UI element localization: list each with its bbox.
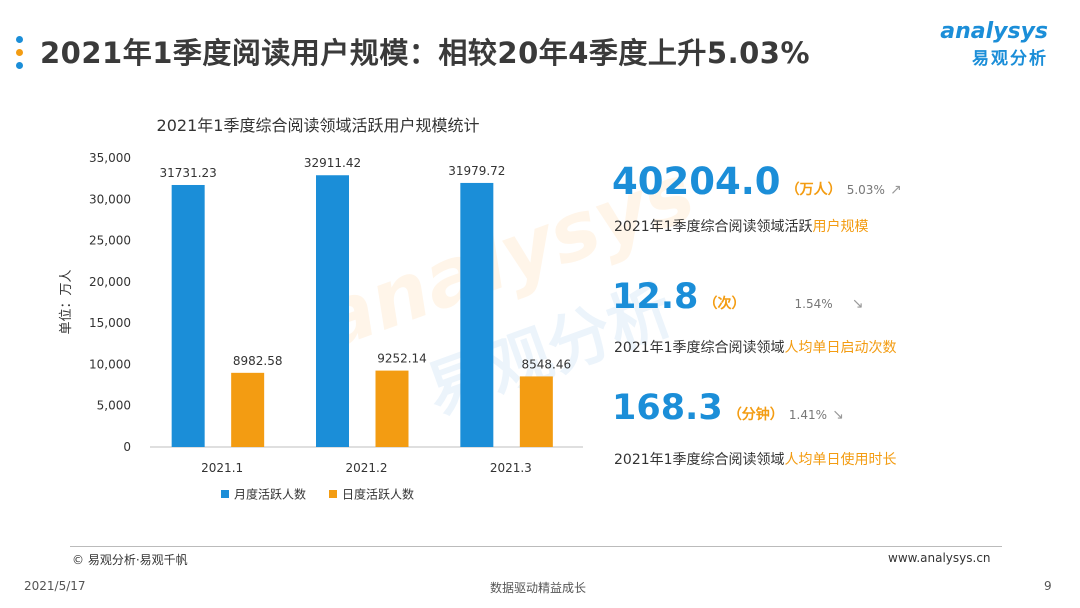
legend-label: 月度活跃人数 [234,487,306,502]
chart-title: 2021年1季度综合阅读领域活跃用户规模统计 [157,116,480,135]
stat-unit: （次） [703,296,746,312]
title-dot [16,62,23,69]
stat-desc-user-scale: 2021年1季度综合阅读领域活跃用户规模 [614,216,869,236]
stat-unit: （分钟） [727,407,784,423]
trend-up-icon: ↗ [889,182,902,198]
bar [375,370,409,447]
legend-swatch [329,490,337,498]
source-note: © 易观分析·易观千帆 [72,553,188,567]
x-tick-label: 2021.3 [490,461,532,475]
x-tick-label: 2021.1 [201,461,243,475]
y-tick-label: 0 [123,440,131,454]
y-tick-label: 30,000 [89,192,131,206]
title-dots [16,36,26,75]
data-label: 32911.42 [304,156,361,170]
stat-desc-usage-time: 2021年1季度综合阅读领域人均单日使用时长 [614,449,897,469]
y-tick-label: 20,000 [89,275,131,289]
desc-prefix: 2021年1季度综合阅读领域 [614,340,785,356]
page-title: 2021年1季度阅读用户规模：相较20年4季度上升5.03% [40,36,811,70]
desc-highlight: 人均单日启动次数 [784,340,897,356]
legend-swatch [221,490,229,498]
stat-value: 40204.0 [612,160,781,203]
data-label: 8548.46 [522,357,572,371]
title-dot [16,36,23,43]
bar [171,184,205,447]
slogan: 数据驱动精益成长 [490,581,587,595]
data-label: 31979.72 [448,164,505,178]
logo-text-en: analysys [940,19,1048,44]
bar [231,372,265,447]
legend-label: 日度活跃人数 [342,487,414,502]
data-label: 9252.14 [377,352,427,366]
stat-pct: 5.03% [846,183,885,197]
trend-down-icon: ↘ [851,296,864,312]
logo-text-cn: 易观分析 [972,49,1048,69]
bar [519,376,553,447]
data-label: 8982.58 [233,354,283,368]
title-dot [16,49,23,56]
stat-user-scale: 40204.0 （万人） 5.03% ↗ [612,160,902,203]
desc-highlight: 人均单日使用时长 [784,452,897,468]
y-tick-label: 15,000 [89,316,131,330]
stat-launch-count: 12.8 （次） 1.54% ↘ [612,277,864,317]
footer-divider [70,546,1002,547]
website-url: www.analysys.cn [888,551,991,565]
desc-highlight: 用户规模 [812,219,869,235]
bar-chart: 2021年1季度综合阅读领域活跃用户规模统计 0 5,000 10,000 15,000… [59,116,583,502]
y-tick-label: 10,000 [89,357,131,371]
desc-prefix: 2021年1季度综合阅读领域活跃 [614,219,813,235]
stat-pct: 1.54% [794,297,833,311]
report-date: 2021/5/17 [24,579,86,593]
y-tick-label: 5,000 [97,399,131,413]
desc-prefix: 2021年1季度综合阅读领域 [614,452,785,468]
page-number: 9 [1044,579,1052,593]
stat-unit: （万人） [785,182,842,198]
data-label: 31731.23 [160,166,217,180]
trend-down-icon: ↘ [832,407,844,423]
y-tick-label: 35,000 [89,151,131,165]
bar [316,175,349,447]
stat-value: 12.8 [612,277,699,317]
y-axis-label: 单位：万人 [59,269,74,334]
bar [460,182,494,447]
stat-usage-time: 168.3 （分钟） 1.41% ↘ [612,388,844,428]
y-tick-label: 25,000 [89,234,131,248]
stat-pct: 1.41% [788,408,828,422]
x-tick-label: 2021.2 [346,461,388,475]
stat-value: 168.3 [612,388,723,428]
stat-desc-launch-count: 2021年1季度综合阅读领域人均单日启动次数 [614,337,897,357]
logo: analysys 易观分析 [940,19,1048,70]
